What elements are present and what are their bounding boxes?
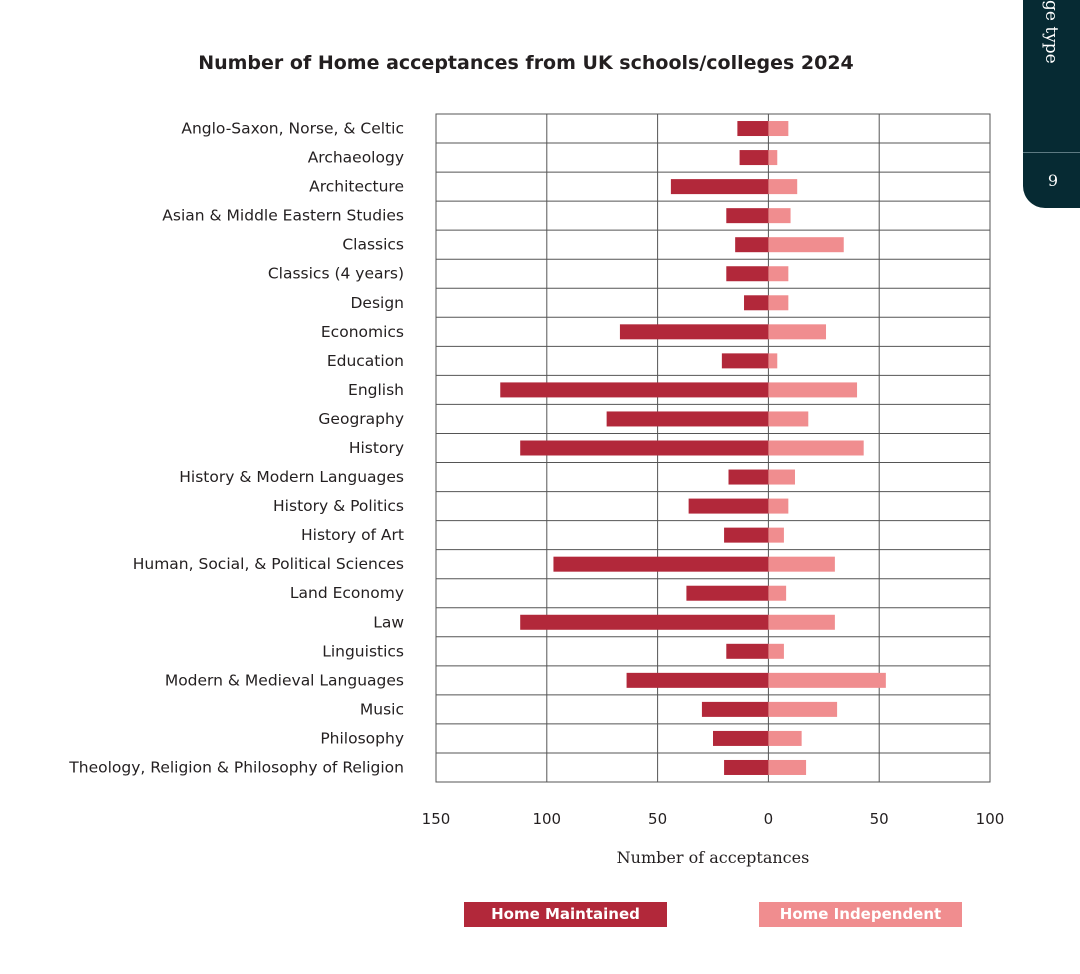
x-tick-label: 50 [870,810,889,828]
bar-home-maintained [686,585,769,601]
side-tab: ge type 9 [1023,0,1080,208]
category-label: Classics (4 years) [268,265,404,283]
bar-home-maintained [553,556,769,572]
category-label: Geography [318,410,404,428]
bar-home-independent [768,701,838,717]
category-label: History & Modern Languages [179,468,404,486]
bar-home-maintained [728,469,769,485]
category-label: Linguistics [322,642,404,660]
x-tick-label: 0 [764,810,774,828]
category-label: Design [350,294,404,312]
bar-home-independent [768,208,791,224]
bar-home-maintained [724,527,769,543]
bar-home-maintained [520,440,769,456]
category-label: Anglo-Saxon, Norse, & Celtic [181,120,404,138]
bar-home-independent [768,556,835,572]
bar-home-independent [768,614,835,630]
category-label: Land Economy [290,584,404,602]
bar-home-maintained [735,237,769,253]
bar-home-maintained [739,150,769,166]
legend-home-maintained: Home Maintained [464,902,667,927]
category-label: Theology, Religion & Philosophy of Relig… [68,758,404,776]
bar-home-independent [768,179,798,195]
x-tick-label: 100 [532,810,561,828]
bar-home-independent [768,759,807,775]
bar-home-maintained [726,208,769,224]
bar-home-independent [768,150,778,166]
bar-home-independent [768,237,844,253]
category-label: English [348,381,404,399]
bar-home-maintained [726,266,769,282]
category-label: Philosophy [320,729,404,747]
bar-home-independent [768,295,789,311]
category-label: History of Art [301,526,404,544]
bar-home-independent [768,266,789,282]
bar-home-independent [768,730,802,746]
x-tick-label: 100 [976,810,1005,828]
bar-home-independent [768,585,787,601]
x-tick-label: 50 [648,810,667,828]
bar-home-maintained [726,643,769,659]
bar-home-independent [768,643,784,659]
bar-home-maintained [701,701,769,717]
bar-home-independent [768,353,778,369]
bar-home-independent [768,411,809,427]
chart-title: Number of Home acceptances from UK schoo… [198,52,854,74]
category-label: Archaeology [308,149,404,167]
bar-home-maintained [724,759,769,775]
bar-home-maintained [688,498,769,514]
side-tab-divider [1023,152,1080,153]
category-label: History [349,439,404,457]
bar-home-maintained [737,121,769,137]
legend-home-independent: Home Independent [759,902,962,927]
category-label: Asian & Middle Eastern Studies [162,207,404,225]
bar-home-maintained [500,382,769,398]
bar-home-independent [768,527,784,543]
page-number: 9 [1047,171,1058,190]
bar-home-maintained [626,672,769,688]
bar-home-maintained [520,614,769,630]
bar-home-independent [768,121,789,137]
bar-home-independent [768,324,827,340]
x-axis-label: Number of acceptances [617,848,810,867]
category-label: Music [360,700,404,718]
bar-home-maintained [744,295,769,311]
bar-home-independent [768,382,858,398]
bar-home-maintained [619,324,769,340]
bar-home-independent [768,469,795,485]
bar-home-maintained [606,411,769,427]
bar-home-maintained [713,730,769,746]
category-label: Architecture [309,178,404,196]
bar-home-independent [768,498,789,514]
category-label: Human, Social, & Political Sciences [133,555,404,573]
bar-home-independent [768,440,864,456]
bar-home-independent [768,672,886,688]
category-label: Law [373,613,404,631]
category-label: Classics [342,236,404,254]
category-label: Economics [321,323,404,341]
category-label: Education [327,352,404,370]
bar-home-maintained [670,179,769,195]
bar-home-maintained [721,353,769,369]
category-label: History & Politics [273,497,404,515]
x-tick-label: 150 [422,810,451,828]
category-label: Modern & Medieval Languages [165,671,404,689]
